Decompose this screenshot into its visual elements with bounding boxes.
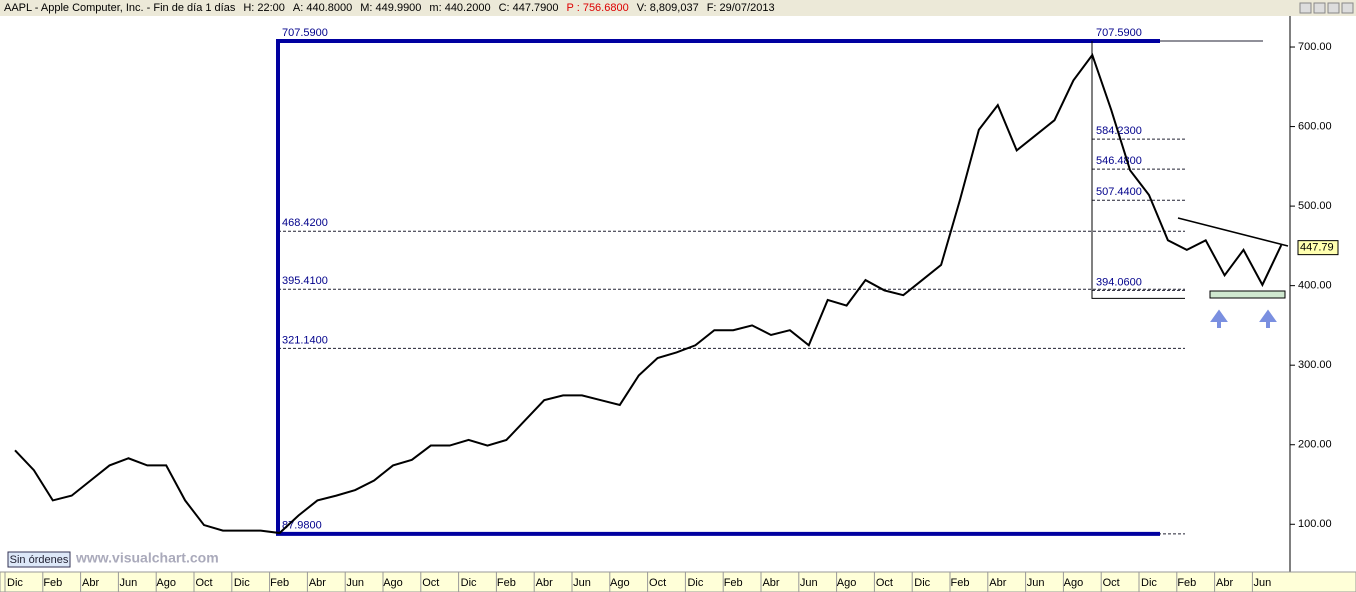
x-tick-label: Ago <box>837 577 857 589</box>
x-tick-label: Dic <box>687 577 703 589</box>
fib-label: 468.4200 <box>282 217 328 229</box>
y-tick-label: 400.00 <box>1298 280 1332 292</box>
x-tick-label: Jun <box>800 577 818 589</box>
header-field: H: 22:00 <box>243 2 285 14</box>
header-field: C: 447.7900 <box>499 2 559 14</box>
header-bar <box>0 0 1356 16</box>
header-field: M: 449.9900 <box>360 2 421 14</box>
header-field: A: 440.8000 <box>293 2 352 14</box>
x-tick-label: Oct <box>422 577 439 589</box>
x-tick-label: Dic <box>1141 577 1157 589</box>
x-tick-label: Abr <box>1216 577 1233 589</box>
support-box <box>1209 290 1286 299</box>
x-tick-label: Jun <box>573 577 591 589</box>
orders-button[interactable] <box>7 551 71 568</box>
x-tick-label: Ago <box>383 577 403 589</box>
x-tick-label: Oct <box>195 577 212 589</box>
fib-label: 507.4400 <box>1096 186 1142 198</box>
x-tick-label: Abr <box>762 577 779 589</box>
x-tick-label: Abr <box>309 577 326 589</box>
last-price-label: 447.79 <box>1300 242 1334 254</box>
fib-label: 707.5900 <box>282 27 328 39</box>
x-tick-label: Feb <box>1177 577 1196 589</box>
fib-label: 707.5900 <box>1096 27 1142 39</box>
x-tick-label: Feb <box>724 577 743 589</box>
x-tick-label: Abr <box>536 577 553 589</box>
x-tick-label: Jun <box>1027 577 1045 589</box>
fib-label: 546.4800 <box>1096 155 1142 167</box>
y-tick-label: 600.00 <box>1298 120 1332 132</box>
y-tick-label: 300.00 <box>1298 359 1332 371</box>
window-button[interactable] <box>1313 2 1326 14</box>
window-button[interactable] <box>1299 2 1312 14</box>
fib-label: 395.4100 <box>282 275 328 287</box>
x-tick-label: Dic <box>234 577 250 589</box>
x-tick-label: Dic <box>7 577 23 589</box>
x-tick-label: Jun <box>1254 577 1272 589</box>
header-field: F: 29/07/2013 <box>707 2 775 14</box>
x-tick-label: Dic <box>914 577 930 589</box>
x-tick-label: Abr <box>989 577 1006 589</box>
x-tick-label: Jun <box>120 577 138 589</box>
y-tick-label: 700.00 <box>1298 41 1332 53</box>
window-button[interactable] <box>1341 2 1354 14</box>
x-tick-label: Dic <box>461 577 477 589</box>
site-watermark: www.visualchart.com <box>75 550 219 566</box>
x-tick-label: Feb <box>951 577 970 589</box>
x-tick-label: Ago <box>156 577 176 589</box>
arrow-up <box>1259 309 1277 328</box>
fib-box-right <box>1091 40 1185 299</box>
header: AAPL - Apple Computer, Inc. - Fin de día… <box>4 2 775 14</box>
price-line <box>14 52 1283 535</box>
header-field: AAPL - Apple Computer, Inc. - Fin de día… <box>4 2 236 14</box>
x-tick-label: Feb <box>270 577 289 589</box>
x-axis-strip <box>0 571 1356 592</box>
window-button[interactable] <box>1327 2 1340 14</box>
x-tick-label: Ago <box>610 577 630 589</box>
fib-label: 584.2300 <box>1096 125 1142 137</box>
arrow-up <box>1210 309 1228 328</box>
x-tick-label: Feb <box>497 577 516 589</box>
trend-line <box>1177 217 1289 247</box>
y-tick-label: 100.00 <box>1298 518 1332 530</box>
x-tick-label: Ago <box>1064 577 1084 589</box>
last-price-tag <box>1297 240 1339 256</box>
header-field: P : 756.6800 <box>567 2 629 14</box>
y-tick-label: 500.00 <box>1298 200 1332 212</box>
x-tick-label: Oct <box>876 577 893 589</box>
x-tick-label: Feb <box>43 577 62 589</box>
header-field: V: 8,809,037 <box>637 2 699 14</box>
orders-label[interactable]: Sin órdenes <box>10 554 69 566</box>
x-tick-label: Oct <box>1103 577 1120 589</box>
x-tick-label: Jun <box>346 577 364 589</box>
fib-box <box>276 38 1160 536</box>
fib-label: 321.1400 <box>282 334 328 346</box>
header-field: m: 440.2000 <box>429 2 490 14</box>
x-tick-label: Abr <box>82 577 99 589</box>
x-tick-label: Oct <box>649 577 666 589</box>
y-tick-label: 200.00 <box>1298 439 1332 451</box>
fib-label: 394.0600 <box>1096 276 1142 288</box>
